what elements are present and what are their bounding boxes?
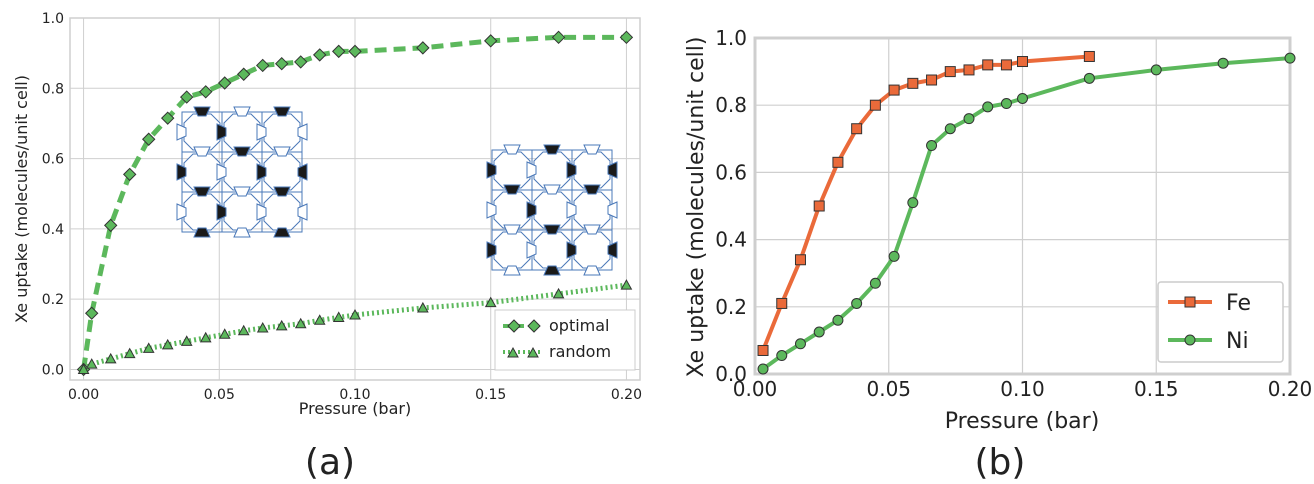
y-tick-label: 0.2	[715, 295, 747, 319]
data-point-Fe	[889, 85, 899, 95]
data-point-Ni	[870, 278, 880, 288]
lattice-ring	[224, 194, 260, 230]
data-point-Ni	[1285, 53, 1295, 63]
data-point-Ni	[1018, 93, 1028, 103]
y-tick-label: 0.6	[42, 152, 64, 168]
y-tick-label: 1.0	[42, 11, 64, 27]
data-point-Ni	[777, 351, 787, 361]
data-point-Ni	[833, 315, 843, 325]
data-point-Ni	[908, 198, 918, 208]
data-point-Fe	[983, 60, 993, 70]
legend-label-fe: Fe	[1226, 291, 1251, 316]
y-tick-label: 0.0	[42, 362, 64, 378]
data-point-Ni	[758, 364, 768, 374]
legend-label-random: random	[549, 342, 611, 361]
data-point-Ni	[814, 327, 824, 337]
legend-label-optimal: optimal	[549, 316, 610, 335]
legend-box-b	[1158, 282, 1283, 362]
data-point-Fe	[1084, 51, 1094, 61]
lattice-ring	[534, 152, 570, 188]
y-tick-label: 0.4	[715, 228, 747, 252]
data-point-Fe	[758, 345, 768, 355]
x-tick-label: 0.00	[68, 387, 99, 403]
lattice-ring	[184, 194, 220, 230]
y-tick-label: 0.4	[42, 222, 64, 238]
lattice-ring	[574, 152, 610, 188]
y-tick-label: 1.0	[715, 26, 747, 50]
data-point-Ni	[1084, 73, 1094, 83]
data-point-Ni	[1218, 58, 1228, 68]
data-point-Fe	[927, 75, 937, 85]
legend-marker-fe	[1185, 297, 1195, 307]
lattice-ring	[574, 192, 610, 228]
structure-random	[487, 145, 617, 275]
x-tick-label: 0.20	[1268, 377, 1313, 401]
x-axis-label-a: Pressure (bar)	[299, 399, 411, 418]
data-point-Fe	[795, 255, 805, 265]
y-axis-label-a: Xe uptake (molecules/unit cell)	[12, 75, 31, 323]
x-tick-label: 0.10	[1000, 377, 1045, 401]
lattice-ring	[494, 232, 530, 268]
data-point-Fe	[814, 201, 824, 211]
data-point-Ni	[945, 124, 955, 134]
legend-a: optimal random	[495, 310, 635, 370]
data-point-Fe	[964, 65, 974, 75]
panel-a: 0.00 0.05 0.10 0.15 0.200.00.20.40.60.81.0 o…	[12, 11, 642, 483]
y-tick-label: 0.2	[42, 292, 64, 308]
data-point-Fe	[1018, 57, 1028, 67]
x-tick-label: 0.05	[866, 377, 911, 401]
lattice-ring	[224, 114, 260, 150]
data-point-Fe	[833, 157, 843, 167]
data-point-Fe	[908, 78, 918, 88]
lattice-ring	[264, 114, 300, 150]
data-point-Ni	[1151, 65, 1161, 75]
data-point-Ni	[983, 102, 993, 112]
y-tick-label: 0.0	[715, 362, 747, 386]
lattice-ring	[264, 154, 300, 190]
data-point-Fe	[1001, 60, 1011, 70]
data-point-Ni	[852, 298, 862, 308]
data-point-Fe	[852, 124, 862, 134]
lattice-ring	[494, 192, 530, 228]
y-tick-label: 0.8	[42, 81, 64, 97]
data-point-Ni	[1001, 99, 1011, 109]
lattice-ring	[224, 154, 260, 190]
data-point-Fe	[870, 100, 880, 110]
y-axis-label-b: Xe uptake (molecules/unit cell)	[684, 37, 709, 378]
data-point-Fe	[945, 67, 955, 77]
x-tick-label: 0.15	[475, 387, 506, 403]
lattice-ring	[574, 232, 610, 268]
lattice-ring	[534, 192, 570, 228]
x-tick-label: 0.05	[204, 387, 235, 403]
data-point-Ni	[889, 251, 899, 261]
panel-label-b: (b)	[975, 442, 1026, 483]
y-tick-label: 0.8	[715, 93, 747, 117]
data-point-Ni	[927, 141, 937, 151]
lattice-ring	[184, 154, 220, 190]
panel-label-a: (a)	[305, 442, 355, 483]
structure-optimal	[177, 107, 307, 237]
x-tick-label: 0.15	[1134, 377, 1179, 401]
data-point-Fe	[777, 298, 787, 308]
x-tick-label: 0.20	[611, 387, 642, 403]
data-point-Ni	[964, 114, 974, 124]
lattice-ring	[264, 194, 300, 230]
lattice-ring	[534, 232, 570, 268]
lattice-ring	[184, 114, 220, 150]
lattice-ring	[494, 152, 530, 188]
legend-marker-ni	[1185, 335, 1195, 345]
y-tick-label: 0.6	[715, 160, 747, 184]
data-point-Ni	[795, 339, 805, 349]
x-axis-label-b: Pressure (bar)	[945, 409, 1100, 434]
legend-b: Fe Ni	[1158, 282, 1283, 362]
legend-label-ni: Ni	[1226, 329, 1249, 354]
panel-b: 0.00 0.05 0.10 0.15 0.20 0.0 0.2 0.4 0.6 0.8 1.0 F…	[684, 26, 1312, 483]
